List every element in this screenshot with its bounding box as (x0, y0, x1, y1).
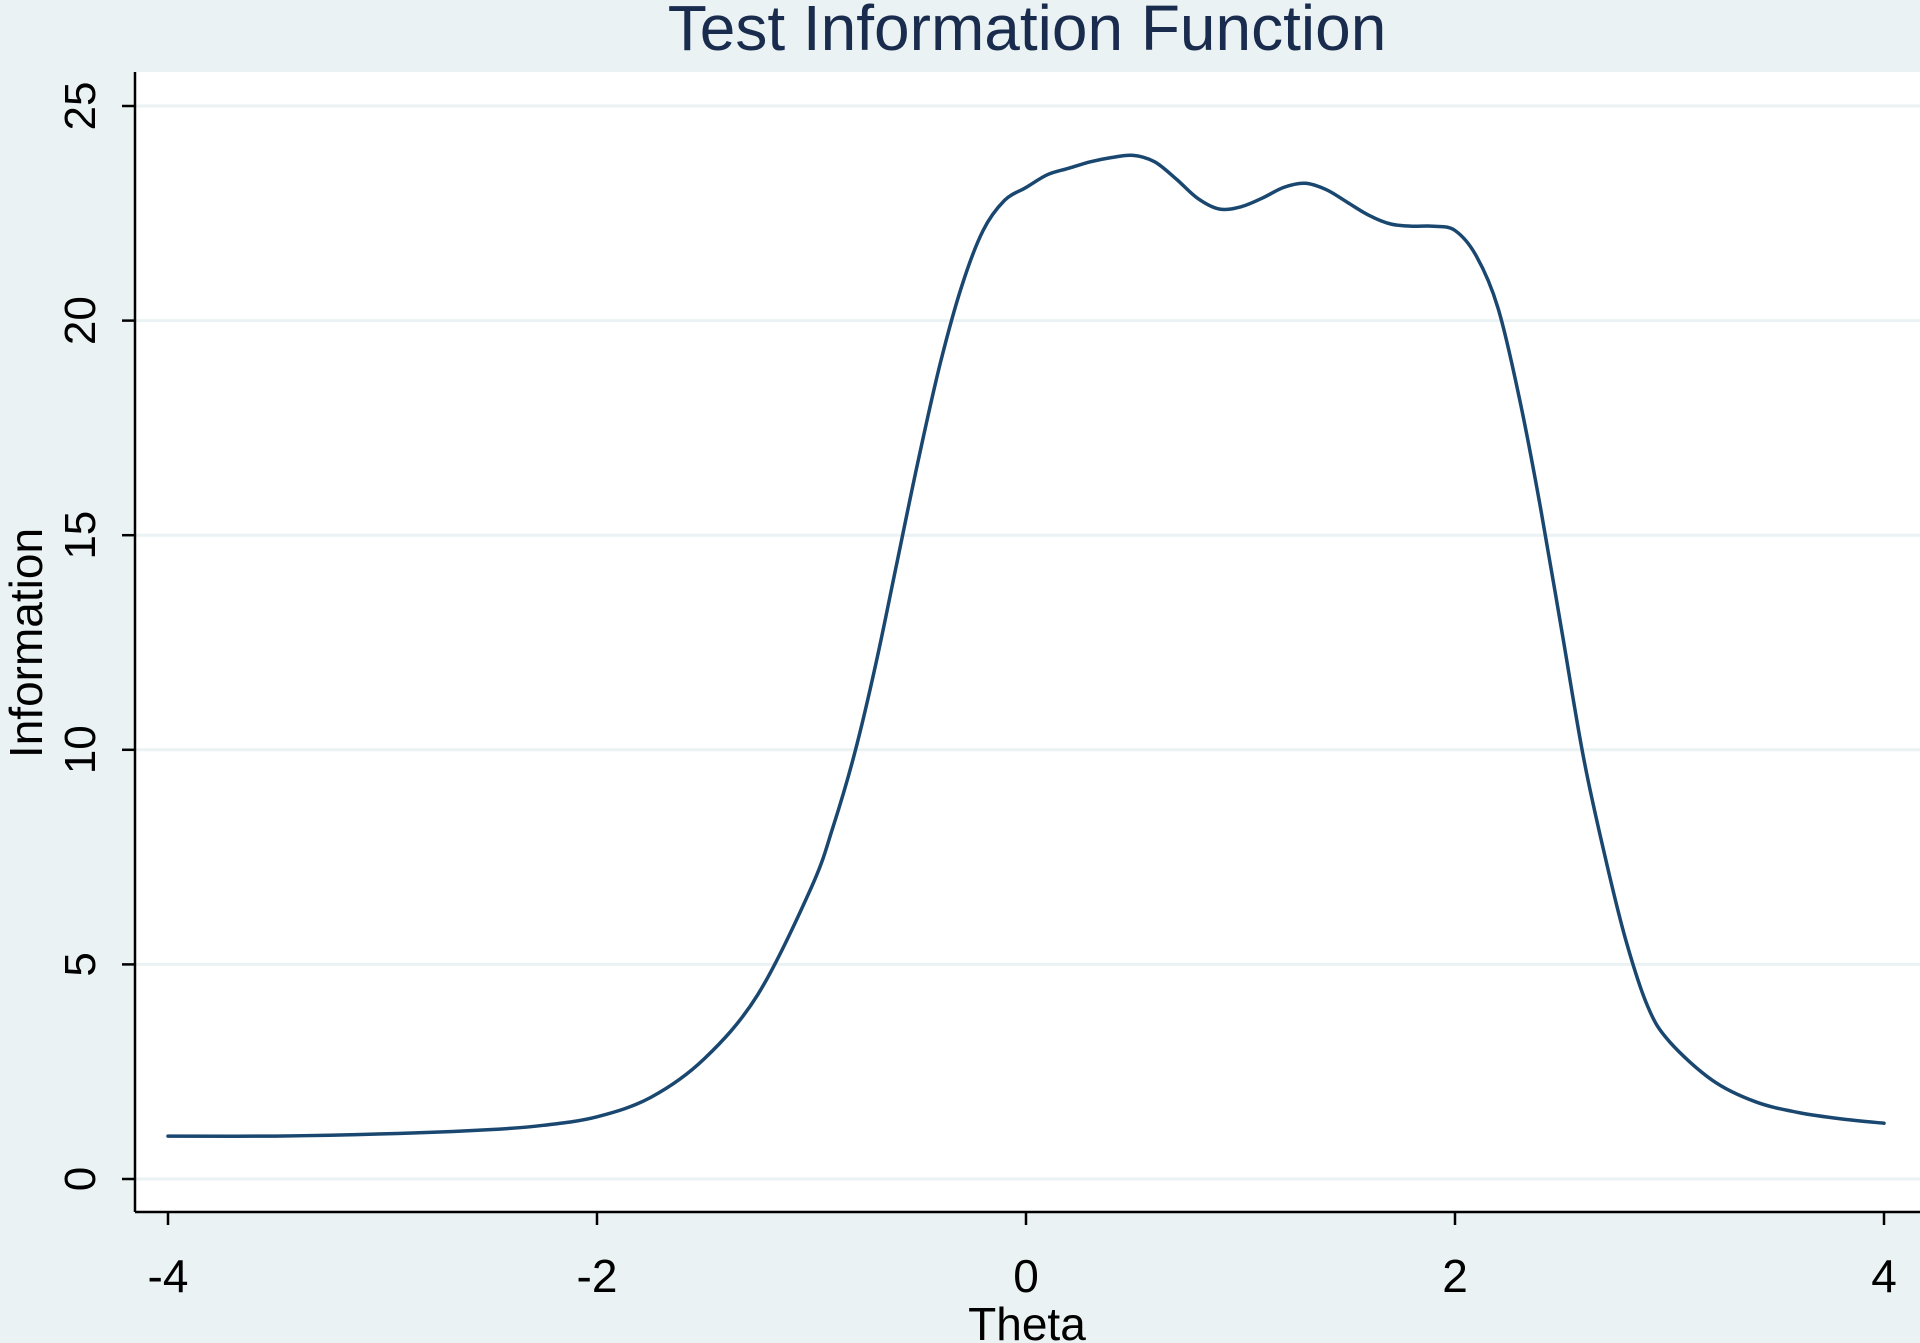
x-tick-label-4: 4 (1871, 1250, 1897, 1302)
y-tick-label-15: 15 (56, 511, 105, 560)
x-tick-label--2: -2 (577, 1250, 618, 1302)
y-tick-label-5: 5 (56, 952, 105, 976)
chart-title: Test Information Function (668, 0, 1387, 64)
series-line-information (166, 153, 1886, 1138)
y-axis-label: Information (0, 528, 52, 758)
plot-area (135, 72, 1920, 1212)
x-axis-label: Theta (968, 1298, 1086, 1343)
y-tick-label-25: 25 (56, 82, 105, 131)
grid-lines (135, 104, 1920, 1181)
x-tick-label-2: 2 (1442, 1250, 1468, 1302)
axes (133, 72, 1920, 1214)
y-axis-ticks: 0 5 10 15 20 25 (56, 82, 135, 1191)
x-tick-label-0: 0 (1013, 1250, 1039, 1302)
y-tick-label-20: 20 (56, 296, 105, 345)
x-tick-label--4: -4 (148, 1250, 189, 1302)
y-tick-label-10: 10 (56, 725, 105, 774)
x-axis-ticks: -4 -2 0 2 4 (148, 1212, 1897, 1302)
y-tick-label-0: 0 (56, 1167, 105, 1191)
